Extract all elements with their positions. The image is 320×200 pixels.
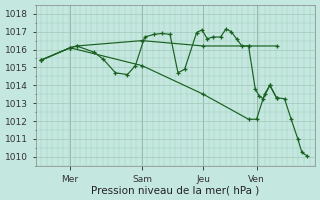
X-axis label: Pression niveau de la mer( hPa ): Pression niveau de la mer( hPa ) xyxy=(91,185,260,195)
